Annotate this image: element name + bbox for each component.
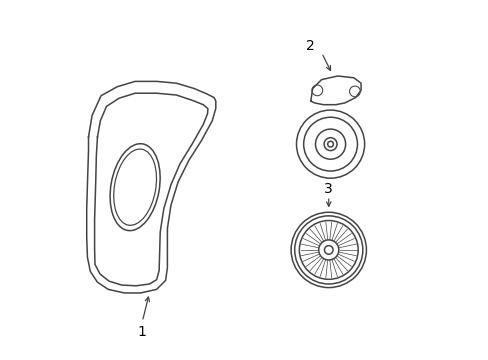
Text: 3: 3 bbox=[324, 182, 332, 196]
Text: 2: 2 bbox=[306, 39, 315, 53]
Text: 1: 1 bbox=[138, 325, 146, 339]
